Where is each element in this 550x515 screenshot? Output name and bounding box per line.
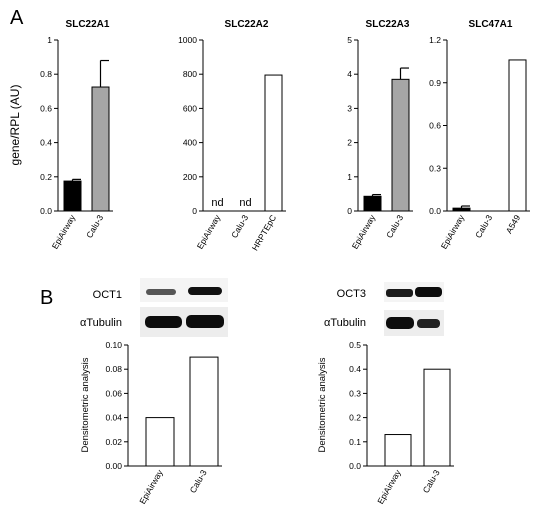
y-tick-label: 1 [347,172,352,182]
bar-a549 [508,59,527,212]
bar-calu-3 [91,86,110,212]
category-label: EpiAirway [350,212,378,250]
panel-letter-b: B [40,287,53,309]
y-tick-label: 0.5 [349,340,361,350]
y-tick-label: 0.2 [349,413,361,423]
bar-epiairway [63,180,82,212]
y-tick-label: 0.6 [40,103,52,113]
category-label: Calu-3 [473,213,494,240]
y-tick-label: 0.02 [105,437,122,447]
chart-title: SLC22A1 [66,19,110,30]
y-tick-label: 0.1 [349,437,361,447]
bar-annotation: nd [211,197,223,209]
blot-tubulin-1 [140,307,228,337]
chart-title: SLC22A2 [225,19,269,30]
y-tick-label: 3 [347,103,352,113]
category-label: EpiAirway [195,212,223,250]
y-tick-label: 1.2 [429,35,441,45]
y-tick-label: 0.0 [349,461,361,471]
chart-5: 0.00 0.02 0.04 0.06 0.08 0.10 EpiAirway Calu-3 D… [80,340,222,506]
bar-epiairway [384,434,412,467]
y-tick-label: 4 [347,69,352,79]
y-tick-label: 400 [183,138,197,148]
category-label: HRPTEpC [250,213,279,252]
y-tick-label: 2 [347,138,352,148]
bar-calu-3 [423,368,451,467]
chart-4: SLC47A1 0.0 0.3 0.6 0.9 1.2 EpiAirway Calu-3 A54… [429,19,530,251]
y-tick-label: 0.2 [40,172,52,182]
y-axis-label: Densitometric analysis [80,357,91,452]
y-tick-label: 0.08 [105,364,122,374]
blot-label-oct3: OCT3 [337,288,366,300]
bar-epiairway [452,207,471,212]
category-label: EpiAirway [375,467,403,505]
chart-2: SLC22A2 0 200 400 600 800 1000 nd EpiAirway nd Cal… [178,19,286,252]
y-tick-label: 0.6 [429,121,441,131]
bar-epiairway [145,417,175,467]
category-label: Calu-3 [421,468,442,495]
y-tick-label: 1000 [178,35,197,45]
y-tick-label: 0.3 [349,388,361,398]
category-label: EpiAirway [137,467,165,505]
category-label: Calu-3 [84,213,105,240]
y-tick-label: 0.00 [105,461,122,471]
blot-oct1 [140,278,228,302]
bar-calu-3 [391,78,410,212]
y-tick-label: 0.06 [105,388,122,398]
category-label: EpiAirway [439,212,467,250]
y-tick-label: 0.9 [429,78,441,88]
blot-label-oct1: OCT1 [93,289,122,301]
y-tick-label: 200 [183,172,197,182]
blot-label-tubulin-2: αTubulin [324,317,366,329]
blot-tubulin-2 [384,310,444,336]
y-tick-label: 1 [47,35,52,45]
y-tick-label: 600 [183,103,197,113]
y-tick-label: 0.04 [105,413,122,423]
bar-annotation: nd [239,197,251,209]
chart-3: SLC22A3 0 1 2 3 4 5 EpiAirway Calu-3 [347,19,413,251]
panel-letter-a: A [10,7,24,29]
bar-hrptepc [264,74,283,212]
y-tick-label: 0.0 [429,206,441,216]
category-label: Calu-3 [229,213,250,240]
bar-epiairway [363,195,382,212]
category-label: Calu-3 [384,213,405,240]
bar-calu-3 [189,356,219,467]
chart-6: 0.0 0.1 0.2 0.3 0.4 0.5 EpiAirway Calu-3 Densito… [317,340,454,506]
y-tick-label: 800 [183,69,197,79]
blot-label-tubulin-1: αTubulin [80,317,122,329]
y-tick-label: 0.3 [429,163,441,173]
y-axis-label-panel-a: gene/RPL (AU) [8,85,22,166]
y-tick-label: 0.8 [40,69,52,79]
y-tick-label: 0.4 [349,364,361,374]
category-label: A549 [504,213,523,235]
y-tick-label: 0 [192,206,197,216]
category-label: Calu-3 [188,468,209,495]
y-axis-label: Densitometric analysis [317,357,328,452]
y-tick-label: 5 [347,35,352,45]
chart-title: SLC47A1 [469,19,513,30]
y-tick-label: 0.10 [105,340,122,350]
y-tick-label: 0.4 [40,138,52,148]
y-tick-label: 0.0 [40,206,52,216]
blot-oct3 [384,282,444,302]
y-tick-label: 0 [347,206,352,216]
chart-1: SLC22A1 0.0 0.2 0.4 0.6 0.8 1 EpiAirway Calu-3 [40,19,113,251]
chart-title: SLC22A3 [366,19,410,30]
category-label: EpiAirway [50,212,78,250]
